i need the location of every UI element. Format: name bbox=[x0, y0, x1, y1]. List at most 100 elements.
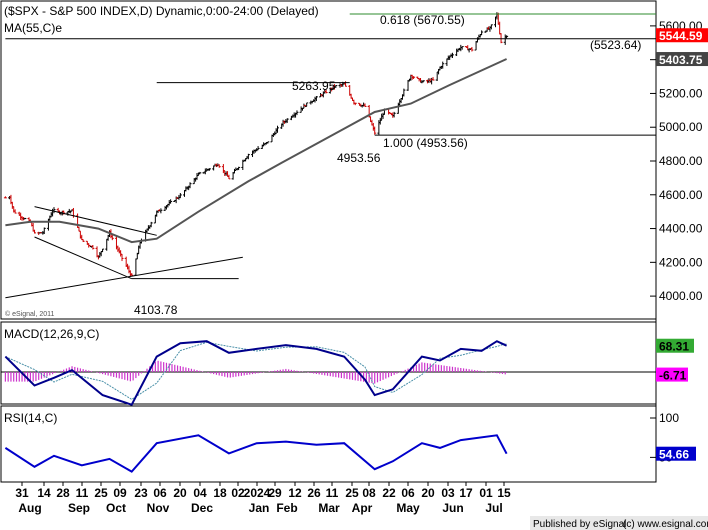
x-month-label: Jun bbox=[442, 501, 463, 515]
price-bar bbox=[431, 77, 435, 81]
rsi-title: RSI(14,C) bbox=[4, 411, 57, 425]
price-bar bbox=[412, 76, 416, 80]
price-bar bbox=[441, 61, 445, 69]
price-bar bbox=[237, 166, 241, 171]
x-tick-label: 31 bbox=[15, 486, 29, 500]
price-bar bbox=[295, 110, 299, 116]
x-month-label: May bbox=[396, 501, 420, 515]
price-bar bbox=[149, 221, 153, 228]
annotation-label: 4103.78 bbox=[134, 303, 178, 317]
x-month-label: Apr bbox=[352, 501, 373, 515]
x-tick-label: 2024 bbox=[244, 486, 271, 500]
x-month-label: Nov bbox=[147, 501, 170, 515]
price-bar bbox=[363, 103, 367, 107]
x-tick-label: 15 bbox=[497, 486, 511, 500]
footer-bar bbox=[530, 516, 708, 530]
x-tick-label: 06 bbox=[401, 486, 415, 500]
price-bar bbox=[178, 193, 182, 199]
price-bar bbox=[421, 80, 425, 83]
annotation-layer: 0.618 (5670.55) (5523.64) 5263.95 1.000 (49… bbox=[5, 13, 656, 317]
price-bar bbox=[266, 141, 270, 144]
price-bar bbox=[120, 253, 124, 262]
x-month-label: Aug bbox=[18, 501, 41, 515]
x-tick-label: 25 bbox=[345, 486, 359, 500]
annotation-label: (5523.64) bbox=[590, 38, 641, 52]
y-tick-label: 4800.00 bbox=[659, 154, 703, 168]
x-tick-label: 11 bbox=[326, 486, 339, 500]
price-bar bbox=[480, 30, 484, 36]
rsi-layer bbox=[4, 434, 508, 473]
y-tick-label: 5200.00 bbox=[659, 86, 703, 100]
x-month-label: Sep bbox=[68, 501, 90, 515]
macd-value-badge bbox=[656, 338, 694, 353]
price-bar bbox=[101, 248, 105, 253]
x-tick-label: 11 bbox=[76, 486, 89, 500]
rsi-tick-label: 100 bbox=[659, 411, 679, 425]
rsi-line bbox=[4, 434, 508, 473]
price-bar bbox=[207, 168, 211, 171]
price-bar bbox=[227, 174, 231, 180]
macd-panel-frame bbox=[0, 321, 657, 405]
price-bar bbox=[450, 52, 454, 59]
annotation-label: 5263.95 bbox=[292, 79, 336, 93]
price-bar bbox=[198, 171, 202, 175]
y-tick-label: 4400.00 bbox=[659, 222, 703, 236]
price-bar bbox=[188, 182, 192, 189]
x-tick-label: 28 bbox=[56, 486, 70, 500]
rsi-value: 54.66 bbox=[659, 448, 689, 462]
price-bar bbox=[499, 33, 503, 44]
ma-line bbox=[5, 58, 508, 244]
last-price-badge bbox=[656, 28, 708, 43]
price-bar bbox=[334, 85, 338, 88]
trendline bbox=[5, 256, 243, 299]
price-bar bbox=[246, 153, 250, 160]
x-month-label: Jan bbox=[249, 501, 270, 515]
price-bar bbox=[285, 118, 289, 123]
x-tick-label: 29 bbox=[268, 486, 282, 500]
y-tick-label: 4600.00 bbox=[659, 188, 703, 202]
x-tick-label: 04 bbox=[193, 486, 207, 500]
last-price-value: 5544.59 bbox=[659, 29, 703, 43]
y-tick-label: 4200.00 bbox=[659, 255, 703, 269]
price-bar bbox=[13, 209, 17, 214]
price-bar bbox=[217, 164, 221, 168]
annotation-label: 0.618 (5670.55) bbox=[380, 13, 465, 27]
price-bar bbox=[81, 239, 85, 243]
price-bar bbox=[392, 111, 396, 118]
y-tick-label: 4000.00 bbox=[659, 289, 703, 303]
x-tick-label: 18 bbox=[213, 486, 227, 500]
ma-value-badge bbox=[656, 52, 708, 67]
histogram-value-badge bbox=[656, 367, 688, 382]
x-tick-label: 12 bbox=[288, 486, 302, 500]
x-tick-label: 23 bbox=[134, 486, 148, 500]
y-axis-layer: 4000.00 4200.00 4400.00 4600.00 4800.00 5000.… bbox=[650, 19, 703, 464]
price-layer bbox=[3, 12, 509, 277]
macd-title: MACD(12,26,9,C) bbox=[4, 327, 99, 341]
x-tick-label: 14 bbox=[37, 486, 51, 500]
x-tick-label: 06 bbox=[153, 486, 167, 500]
y-tick-label: 5000.00 bbox=[659, 120, 703, 134]
footer-publisher: Published by eSignal bbox=[533, 519, 626, 530]
price-bar bbox=[344, 81, 348, 87]
macd-line bbox=[4, 340, 508, 406]
price-bar bbox=[33, 229, 37, 234]
x-tick-label: 01 bbox=[479, 486, 493, 500]
price-bar bbox=[256, 146, 260, 151]
x-month-label: Dec bbox=[191, 501, 213, 515]
x-tick-label: 08 bbox=[362, 486, 376, 500]
price-bar bbox=[324, 89, 328, 94]
annotation-label: 4953.56 bbox=[337, 151, 381, 165]
x-tick-label: 25 bbox=[94, 486, 108, 500]
price-bar bbox=[169, 199, 173, 204]
x-tick-label: 02 bbox=[231, 486, 245, 500]
x-month-label: Mar bbox=[318, 501, 340, 515]
watermark: © eSignal, 2011 bbox=[5, 310, 55, 318]
price-bar bbox=[23, 217, 27, 220]
price-bar bbox=[373, 126, 377, 135]
panel-frames bbox=[0, 0, 657, 483]
price-bar bbox=[489, 24, 493, 30]
price-bar bbox=[505, 35, 509, 39]
rsi-value-badge bbox=[656, 446, 696, 461]
